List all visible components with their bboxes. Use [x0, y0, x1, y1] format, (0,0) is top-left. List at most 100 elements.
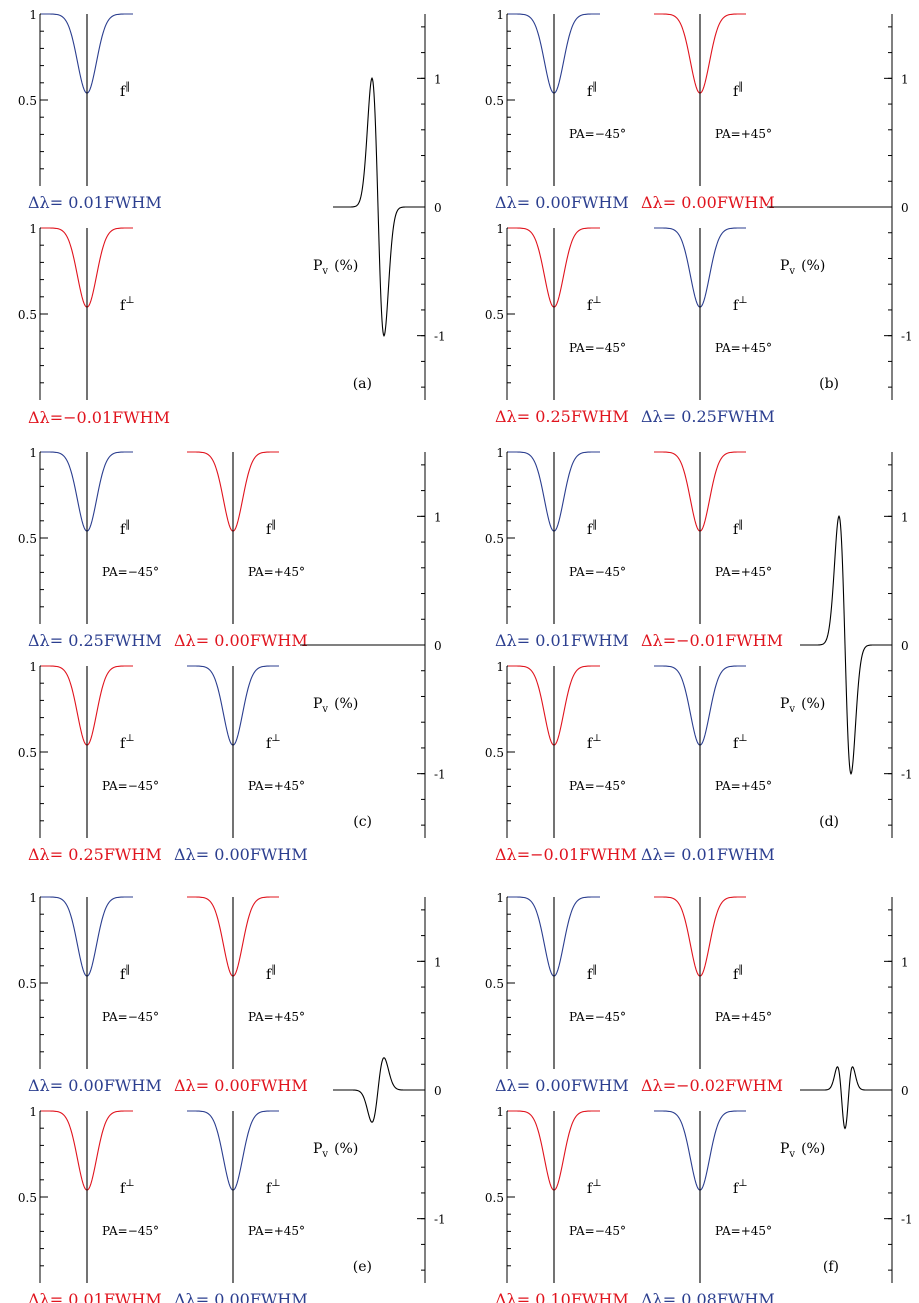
- panel-c-bottom-p2-pa-label: PA=+45°: [248, 779, 305, 793]
- panel-c-bottom-tick-label-05: 0.5: [18, 746, 37, 760]
- panel-e-bottom-p1-dl-label: Δλ= 0.01FWHM: [28, 1290, 162, 1303]
- panel-f-bottom-p1-pa-label: PA=−45°: [569, 1224, 626, 1238]
- panel-d-pv-curve: [800, 515, 892, 775]
- panel-e-bottom-p2-f-label: f⊥: [266, 1178, 281, 1197]
- panel-f-pv-curve: [800, 1066, 892, 1130]
- panel-e-id-label: (e): [353, 1259, 372, 1275]
- panel-e-bottom-p2-pa-label: PA=+45°: [248, 1224, 305, 1238]
- panel-e-pv-tick-label-2: -1: [434, 1213, 446, 1227]
- panel-c-pv-label: Pv (%): [313, 696, 358, 715]
- panel-d-top-p1-f-label: f‖: [587, 519, 597, 538]
- panel-e-pv-tick-label-1: 0: [434, 1084, 442, 1098]
- panel-a-id-label: (a): [353, 376, 372, 392]
- panel-d-pv-tick-label-1: 0: [901, 639, 909, 653]
- panel-d-bottom-p2-dl-label: Δλ= 0.01FWHM: [641, 845, 775, 864]
- panel-a-bottom-tick-label-1: 1: [29, 222, 37, 236]
- panel-d-bottom-p1-dl-label: Δλ=−0.01FWHM: [495, 845, 637, 864]
- panel-f-top-tick-label-1: 1: [496, 891, 504, 905]
- panel-d-id-label: (d): [819, 814, 839, 830]
- panel-e-top-p1-f-label: f‖: [120, 964, 130, 983]
- panel-e-bottom-p1-pa-label: PA=−45°: [102, 1224, 159, 1238]
- panel-e-bottom-p1-f-label: f⊥: [120, 1178, 135, 1197]
- panel-c-pv-tick-label-0: 1: [434, 510, 442, 524]
- panel-b-id-label: (b): [819, 376, 839, 392]
- panel-e-top-tick-label-1: 1: [29, 891, 37, 905]
- panel-b-bottom-p2-f-label: f⊥: [733, 295, 748, 314]
- panel-b-top-p2-f-label: f‖: [733, 81, 743, 100]
- panel-f-top-p2-dl-label: Δλ=−0.02FWHM: [641, 1076, 783, 1095]
- panel-e-pv-label: Pv (%): [313, 1141, 358, 1160]
- panel-a-pv-label: Pv (%): [313, 258, 358, 277]
- panel-a-top-tick-label-1: 1: [29, 8, 37, 22]
- panel-f-bottom-tick-label-1: 1: [496, 1105, 504, 1119]
- panel-b-top-tick-label-1: 1: [496, 8, 504, 22]
- panel-f-bottom-p2-f-label: f⊥: [733, 1178, 748, 1197]
- panel-e-bottom-tick-label-1: 1: [29, 1105, 37, 1119]
- panel-c-pv-tick-label-2: -1: [434, 768, 446, 782]
- panel-b-top-tick-label-05: 0.5: [485, 94, 504, 108]
- panel-e-pv-curve: [333, 1057, 425, 1123]
- panel-a-bottom-p1-f-label: f⊥: [120, 295, 135, 314]
- panel-a-pv-tick-label-1: 0: [434, 201, 442, 215]
- panel-c-top-tick-label-05: 0.5: [18, 532, 37, 546]
- panel-f-bottom-p2-pa-label: PA=+45°: [715, 1224, 772, 1238]
- panel-f-bottom-p2-dl-label: Δλ= 0.08FWHM: [641, 1290, 775, 1303]
- panel-f-top-p2-f-label: f‖: [733, 964, 743, 983]
- panel-b-pv-tick-label-2: -1: [901, 330, 913, 344]
- panel-d-top-p1-pa-label: PA=−45°: [569, 565, 626, 579]
- panel-c-bottom-p1-dl-label: Δλ= 0.25FWHM: [28, 845, 162, 864]
- panel-d-top-p1-dl-label: Δλ= 0.01FWHM: [495, 631, 629, 650]
- panel-c-top-p2-dl-label: Δλ= 0.00FWHM: [174, 631, 308, 650]
- panel-b-pv-tick-label-1: 0: [901, 201, 909, 215]
- panel-e-bottom-tick-label-05: 0.5: [18, 1191, 37, 1205]
- panel-e-pv-tick-label-0: 1: [434, 955, 442, 969]
- panel-a-top-p1-f-label: f‖: [120, 81, 130, 100]
- panel-b-top-p1-pa-label: PA=−45°: [569, 127, 626, 141]
- panel-b-bottom-p2-dl-label: Δλ= 0.25FWHM: [641, 407, 775, 426]
- panel-d-bottom-p1-pa-label: PA=−45°: [569, 779, 626, 793]
- panel-b-top-p2-dl-label: Δλ= 0.00FWHM: [641, 193, 775, 212]
- panel-d-bottom-tick-label-1: 1: [496, 660, 504, 674]
- panel-b-top-p1-dl-label: Δλ= 0.00FWHM: [495, 193, 629, 212]
- panel-e-top-p1-dl-label: Δλ= 0.00FWHM: [28, 1076, 162, 1095]
- panel-b-bottom-p2-pa-label: PA=+45°: [715, 341, 772, 355]
- panel-c-bottom-p1-pa-label: PA=−45°: [102, 779, 159, 793]
- panel-c-top-p1-dl-label: Δλ= 0.25FWHM: [28, 631, 162, 650]
- panel-c-bottom-p1-f-label: f⊥: [120, 733, 135, 752]
- panel-e-top-p1-pa-label: PA=−45°: [102, 1010, 159, 1024]
- panel-a-bottom-tick-label-05: 0.5: [18, 308, 37, 322]
- panel-d-top-p2-f-label: f‖: [733, 519, 743, 538]
- panel-f-top-p1-f-label: f‖: [587, 964, 597, 983]
- panel-e-top-p2-f-label: f‖: [266, 964, 276, 983]
- panel-f-top-p1-dl-label: Δλ= 0.00FWHM: [495, 1076, 629, 1095]
- panel-a-top-p1-dl-label: Δλ= 0.01FWHM: [28, 193, 162, 212]
- panel-c-bottom-p2-f-label: f⊥: [266, 733, 281, 752]
- panel-b-top-p1-f-label: f‖: [587, 81, 597, 100]
- panel-c-bottom-p2-dl-label: Δλ= 0.00FWHM: [174, 845, 308, 864]
- panel-b-pv-label: Pv (%): [780, 258, 825, 277]
- panel-e-bottom-p2-dl-label: Δλ= 0.00FWHM: [174, 1290, 308, 1303]
- panel-b-bottom-tick-label-05: 0.5: [485, 308, 504, 322]
- panel-a-top-tick-label-05: 0.5: [18, 94, 37, 108]
- panel-c-top-p2-f-label: f‖: [266, 519, 276, 538]
- panel-f-top-p2-pa-label: PA=+45°: [715, 1010, 772, 1024]
- panel-c-pv-tick-label-1: 0: [434, 639, 442, 653]
- panel-a-pv-tick-label-2: -1: [434, 330, 446, 344]
- panel-b-bottom-tick-label-1: 1: [496, 222, 504, 236]
- panel-f-pv-tick-label-2: -1: [901, 1213, 913, 1227]
- panel-f-bottom-p1-f-label: f⊥: [587, 1178, 602, 1197]
- panel-a-pv-tick-label-0: 1: [434, 72, 442, 86]
- panel-b-pv-tick-label-0: 1: [901, 72, 909, 86]
- panel-d-top-p2-pa-label: PA=+45°: [715, 565, 772, 579]
- panel-c-id-label: (c): [353, 814, 372, 830]
- panel-f-bottom-p1-dl-label: Δλ= 0.10FWHM: [495, 1290, 629, 1303]
- panel-b-bottom-p1-f-label: f⊥: [587, 295, 602, 314]
- panel-d-top-tick-label-05: 0.5: [485, 532, 504, 546]
- panel-c-top-p2-pa-label: PA=+45°: [248, 565, 305, 579]
- panel-d-bottom-p2-pa-label: PA=+45°: [715, 779, 772, 793]
- panel-c-top-tick-label-1: 1: [29, 446, 37, 460]
- panel-f-top-tick-label-05: 0.5: [485, 977, 504, 991]
- panel-f-bottom-tick-label-05: 0.5: [485, 1191, 504, 1205]
- panel-c-top-p1-pa-label: PA=−45°: [102, 565, 159, 579]
